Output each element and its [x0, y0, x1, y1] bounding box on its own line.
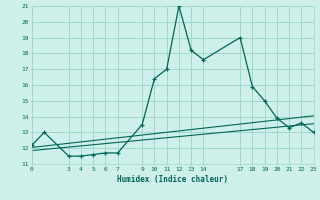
X-axis label: Humidex (Indice chaleur): Humidex (Indice chaleur) [117, 175, 228, 184]
